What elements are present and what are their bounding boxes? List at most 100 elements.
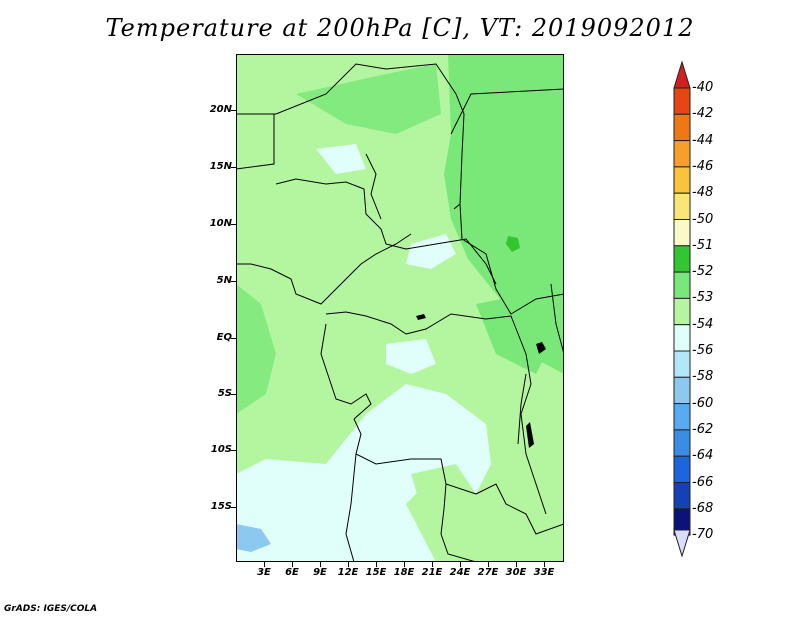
- lat-tick: [231, 167, 236, 168]
- colorbar-label: -44: [692, 132, 714, 148]
- lat-label: 10N: [209, 218, 232, 229]
- lon-label: 27E: [477, 567, 499, 578]
- lon-label: 18E: [393, 567, 415, 578]
- lon-tick: [264, 562, 265, 567]
- colorbar-label: -50: [692, 211, 714, 227]
- lon-tick: [320, 562, 321, 567]
- border-lake-victoria: [550, 283, 564, 355]
- border-car: [385, 238, 497, 285]
- lon-label: 12E: [337, 567, 359, 578]
- lon-label: 21E: [421, 567, 443, 578]
- border-chad: [365, 153, 382, 220]
- map-area: [236, 54, 564, 562]
- border-tanganyika: [517, 373, 527, 445]
- lon-tick: [516, 562, 517, 567]
- lon-label: 3E: [257, 567, 271, 578]
- boundaries: [236, 63, 564, 562]
- border-nw: [236, 114, 275, 170]
- grads-credit: GrADS: IGES/COLA: [4, 604, 98, 614]
- colorbar-label: -48: [692, 185, 714, 201]
- lat-label: 5N: [216, 275, 232, 286]
- border-cameroon: [325, 311, 407, 335]
- colorbar-segment: [673, 297, 691, 326]
- lon-tick: [432, 562, 433, 567]
- lon-tick: [460, 562, 461, 567]
- colorbar-segment: [673, 271, 691, 299]
- lon-tick: [376, 562, 377, 567]
- lat-tick: [231, 450, 236, 451]
- field-54-north: [316, 144, 366, 174]
- field-52-east: [444, 54, 564, 374]
- lat-tick: [231, 224, 236, 225]
- colorbar-label: -56: [692, 343, 714, 358]
- border-zambia: [475, 483, 564, 535]
- border-north: [236, 63, 465, 210]
- field-54-south: [236, 384, 491, 562]
- lat-tick: [231, 394, 236, 395]
- lat-label: 15S: [210, 501, 232, 512]
- colorbar-segment: [673, 350, 691, 378]
- field-52-west: [236, 284, 276, 414]
- lake-3: [526, 422, 534, 448]
- colorbar-label: -64: [692, 448, 714, 464]
- field-54-central: [386, 339, 436, 374]
- lat-label: EQ: [216, 332, 232, 343]
- lon-label: 9E: [313, 567, 327, 578]
- lon-label: 33E: [533, 567, 555, 578]
- colorbar-top-arrow: [673, 60, 691, 89]
- lon-tick: [544, 562, 545, 567]
- lon-label: 30E: [505, 567, 527, 578]
- colorbar-bottom-arrow: [673, 529, 691, 558]
- lat-label: 5S: [217, 388, 232, 399]
- field-56-southwest: [236, 524, 271, 552]
- colorbar-segment: [673, 429, 691, 457]
- colorbar-label: -53: [692, 290, 714, 306]
- colorbar: [673, 60, 691, 558]
- field-53-southeast: [496, 424, 564, 514]
- lon-tick: [488, 562, 489, 567]
- lon-tick: [404, 562, 405, 567]
- colorbar-segment: [673, 140, 691, 168]
- field-53-south-island: [411, 464, 481, 549]
- colorbar-segment: [673, 403, 691, 431]
- colorbar-label: -42: [692, 106, 714, 122]
- border-angola-west: [345, 453, 357, 562]
- colorbar-segment: [673, 166, 691, 194]
- lon-label: 24E: [449, 567, 471, 578]
- border-angola-east: [440, 483, 477, 562]
- colorbar-segment: [673, 245, 691, 273]
- border-nigeria: [275, 178, 387, 245]
- lon-tick: [292, 562, 293, 567]
- lat-label: 10S: [210, 444, 232, 455]
- field-52-lakes: [476, 294, 556, 374]
- border-egypt: [450, 88, 564, 135]
- colorbar-label: -52: [692, 264, 714, 280]
- colorbar-segment: [673, 87, 691, 115]
- colorbar-segment: [673, 482, 691, 510]
- colorbar-segment: [673, 113, 691, 142]
- lat-tick: [231, 507, 236, 508]
- border-drc-west: [353, 418, 477, 495]
- lat-label: 15N: [209, 161, 232, 172]
- colorbar-label: -51: [692, 237, 714, 253]
- lake-1: [536, 342, 546, 354]
- field-51-patch: [506, 236, 520, 252]
- temperature-map: [236, 54, 564, 562]
- colorbar-label: -60: [692, 395, 714, 411]
- colorbar-label: -54: [692, 316, 714, 332]
- lon-label: 15E: [365, 567, 387, 578]
- border-drc-east: [405, 313, 547, 515]
- lakes: [416, 314, 546, 448]
- lat-tick: [231, 338, 236, 339]
- colorbar-label: -68: [692, 500, 714, 516]
- field-52-north: [296, 64, 441, 134]
- colorbar-label: -70: [692, 527, 714, 543]
- border-sudan: [459, 203, 564, 315]
- colorbar-label: -46: [692, 158, 714, 174]
- colorbar-label: -66: [692, 474, 714, 490]
- colorbar-label: -40: [692, 80, 714, 95]
- colorbar-segment: [673, 324, 691, 352]
- colorbar-label: -62: [692, 421, 714, 437]
- lon-label: 6E: [285, 567, 299, 578]
- colorbar-segment: [673, 192, 691, 220]
